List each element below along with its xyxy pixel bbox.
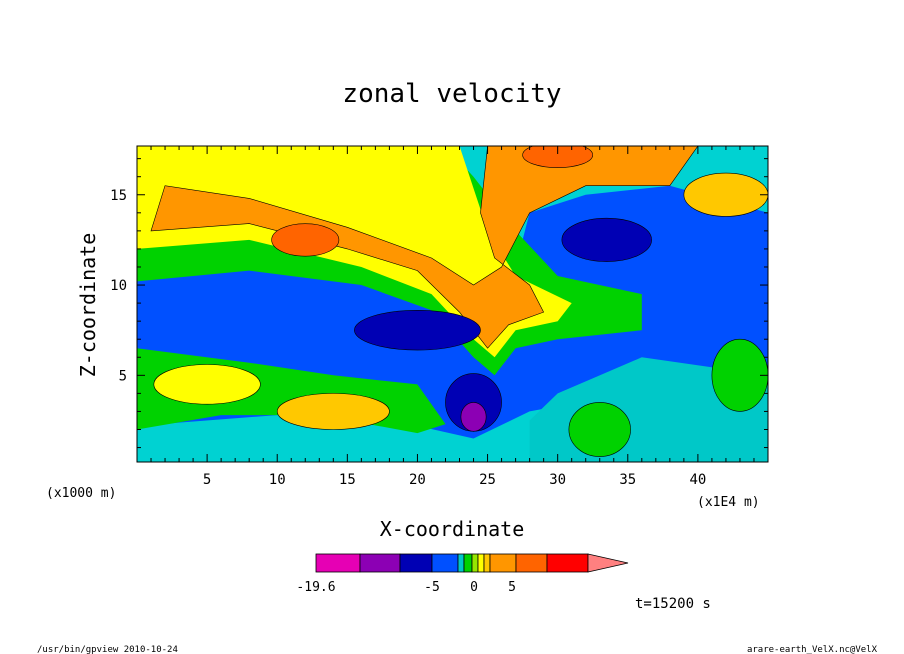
field-yellow-low-left — [153, 364, 261, 405]
colorbar-tick-label: 0 — [470, 580, 478, 595]
colorbar-extension-arrow — [587, 553, 629, 573]
chart-title: zonal velocity — [342, 79, 561, 109]
x-axis-unit: (x1E4 m) — [697, 495, 760, 510]
x-tick-label: 30 — [549, 472, 566, 488]
colorbar — [315, 553, 629, 573]
colorbar-swatch — [515, 553, 548, 573]
colorbar-tick-label: -5 — [424, 580, 440, 595]
field-orange-right — [683, 172, 768, 217]
x-tick-label: 10 — [269, 472, 286, 488]
field-darkblue-core-right — [561, 217, 652, 262]
field-orange-low — [276, 393, 390, 430]
colorbar-swatch — [463, 553, 473, 573]
colorbar-tick-label: 5 — [508, 580, 516, 595]
y-axis-unit: (x1000 m) — [46, 486, 116, 501]
footer-right: arare-earth_VelX.nc@VelX — [747, 645, 878, 654]
colorbar-swatch — [477, 553, 485, 573]
y-axis-label: Z-coordinate — [76, 233, 100, 378]
colorbar-swatch — [315, 553, 361, 573]
colorbar-swatch — [546, 553, 589, 573]
velocity-field — [137, 146, 768, 462]
field-darkblue-core-mid — [354, 310, 481, 351]
y-tick-label: 15 — [110, 188, 127, 204]
colorbar-swatch — [399, 553, 433, 573]
plot-frame — [136, 145, 769, 463]
y-tick-label: 5 — [119, 368, 127, 384]
x-axis-ticks: 5 10 15 20 25 30 35 40 — [150, 146, 755, 488]
x-tick-label: 35 — [619, 472, 636, 488]
field-purple-core — [460, 402, 487, 432]
field-orange-core-left — [271, 223, 340, 257]
colorbar-tick-labels: -19.6 -5 0 5 — [296, 580, 515, 595]
footer-left: /usr/bin/gpview 2010-10-24 — [37, 645, 178, 654]
x-tick-label: 15 — [339, 472, 356, 488]
colorbar-swatch — [471, 553, 479, 573]
x-tick-label: 40 — [689, 472, 706, 488]
field-orange-core-top — [522, 146, 594, 168]
y-tick-label: 10 — [110, 278, 127, 294]
y-axis-ticks: 5 10 15 — [110, 158, 768, 449]
plot-area — [137, 146, 768, 462]
field-green-patch-right — [568, 402, 631, 457]
colorbar-swatch — [359, 553, 401, 573]
time-label: t=15200 s — [635, 596, 711, 612]
colorbar-swatch — [431, 553, 459, 573]
x-tick-label: 25 — [479, 472, 496, 488]
colorbar-swatch — [483, 553, 491, 573]
field-band-orange-upper — [150, 146, 699, 349]
x-tick-label: 20 — [409, 472, 426, 488]
colorbar-swatch — [489, 553, 517, 573]
field-green-patch-far-right — [711, 338, 768, 412]
x-tick-label: 5 — [203, 472, 211, 488]
x-axis-label: X-coordinate — [380, 517, 525, 541]
colorbar-tick-label: -19.6 — [296, 580, 335, 595]
colorbar-swatch — [457, 553, 465, 573]
